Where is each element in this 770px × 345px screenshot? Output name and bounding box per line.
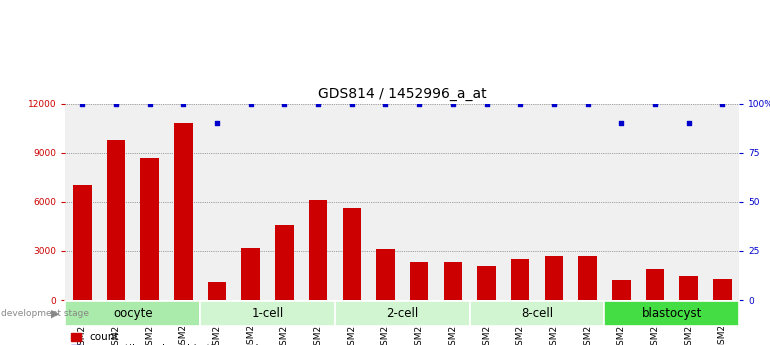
- Bar: [713, 279, 731, 300]
- Bar: [200, 301, 335, 326]
- Bar: [410, 263, 428, 300]
- Point: [581, 101, 594, 106]
- Point: [211, 120, 223, 126]
- Bar: [511, 259, 530, 300]
- Point: [380, 101, 392, 106]
- Text: ▶: ▶: [51, 309, 59, 318]
- Bar: [73, 186, 92, 300]
- Bar: [343, 208, 361, 300]
- Point: [177, 101, 189, 106]
- Point: [615, 120, 628, 126]
- Point: [547, 101, 560, 106]
- Point: [447, 101, 459, 106]
- Bar: [477, 266, 496, 300]
- Bar: [65, 301, 200, 326]
- Bar: [646, 269, 665, 300]
- Point: [480, 101, 493, 106]
- Bar: [444, 263, 462, 300]
- Title: GDS814 / 1452996_a_at: GDS814 / 1452996_a_at: [318, 87, 487, 101]
- Bar: [208, 282, 226, 300]
- Point: [682, 120, 695, 126]
- Bar: [335, 301, 470, 326]
- Bar: [242, 248, 260, 300]
- Text: 8-cell: 8-cell: [521, 307, 553, 320]
- Point: [312, 101, 324, 106]
- Point: [245, 101, 257, 106]
- Point: [143, 101, 156, 106]
- Text: 1-cell: 1-cell: [252, 307, 283, 320]
- Point: [716, 101, 728, 106]
- Point: [110, 101, 122, 106]
- Point: [346, 101, 358, 106]
- Text: development stage: development stage: [1, 309, 89, 318]
- Bar: [604, 301, 739, 326]
- Bar: [578, 256, 597, 300]
- Bar: [679, 276, 698, 300]
- Point: [278, 101, 290, 106]
- Bar: [140, 158, 159, 300]
- Point: [649, 101, 661, 106]
- Point: [413, 101, 425, 106]
- Text: 2-cell: 2-cell: [387, 307, 418, 320]
- Bar: [174, 123, 192, 300]
- Bar: [309, 200, 327, 300]
- Legend: count, percentile rank within the sample: count, percentile rank within the sample: [71, 332, 266, 345]
- Bar: [612, 280, 631, 300]
- Point: [514, 101, 527, 106]
- Bar: [377, 249, 395, 300]
- Bar: [275, 225, 293, 300]
- Point: [76, 101, 89, 106]
- Bar: [544, 256, 563, 300]
- Bar: [107, 139, 126, 300]
- Bar: [470, 301, 604, 326]
- Text: oocyte: oocyte: [113, 307, 152, 320]
- Text: blastocyst: blastocyst: [641, 307, 702, 320]
